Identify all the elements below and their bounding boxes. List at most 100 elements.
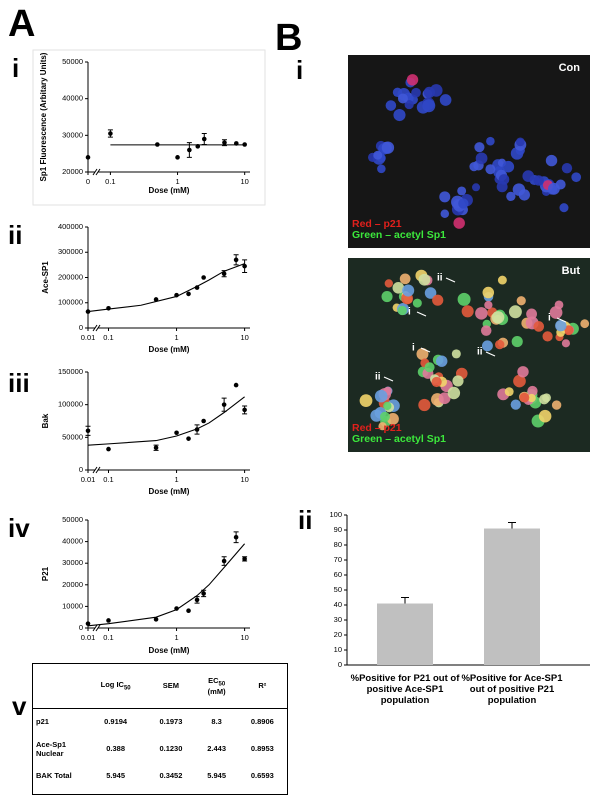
y-axis-label: P21 (41, 566, 50, 581)
cell (457, 292, 471, 306)
table-cell: 0.1230 (159, 744, 183, 753)
data-point (201, 418, 206, 424)
cell (547, 182, 560, 195)
data-point (222, 140, 227, 145)
cell (526, 308, 538, 320)
data-point (221, 558, 227, 564)
y-axis-label: Ace-SP1 (41, 261, 50, 294)
header-text: SEM (162, 681, 180, 691)
micrograph (348, 258, 590, 452)
data-point (201, 275, 206, 280)
table-cell: 0.8953 (250, 744, 274, 753)
arrow-label: ii (375, 372, 381, 383)
cell (431, 376, 442, 388)
panel-label: v (12, 691, 27, 721)
table-row: BAK Total 5.945 0.3452 5.945 0.6593 (33, 762, 287, 789)
cell (397, 93, 408, 104)
category-label: %Positive for P21 out of positive Ace-SP… (350, 673, 460, 706)
data-point (194, 285, 200, 290)
panel-letter: B (275, 17, 302, 59)
data-point (174, 430, 179, 436)
table-cell: 0.9194 (104, 717, 128, 727)
data-point (153, 297, 159, 302)
cell (424, 287, 437, 299)
arrow-label: i (408, 307, 411, 318)
data-point (106, 446, 111, 452)
y-axis-label: Sp1 Fluorescence (Arbitary Units) (39, 52, 48, 181)
y-tick-label: 40 (334, 600, 342, 609)
y-tick-label: 50 (334, 585, 342, 594)
cell (474, 142, 485, 153)
image-title: Con (559, 62, 581, 74)
data-point (187, 147, 192, 153)
cell (412, 298, 422, 308)
results-table: Log IC50 SEM EC50 (mM) R² p21 0.9194 0.1973 8.3… (32, 663, 288, 795)
y-tick-label: 20 (334, 630, 342, 639)
header-text: EC (208, 675, 219, 685)
header-unit: (mM) (207, 687, 226, 696)
cell (518, 189, 531, 201)
panel-label: ii (298, 505, 312, 535)
error-bar (401, 597, 409, 604)
data-point (106, 306, 111, 311)
table-cell: 5.945 (106, 771, 126, 780)
panel-label: i (12, 53, 19, 83)
data-point (106, 618, 111, 623)
cell (399, 273, 411, 285)
y-tick-label: 70 (334, 555, 342, 564)
cell (392, 281, 405, 294)
cell (402, 284, 415, 297)
cell (508, 305, 522, 319)
y-tick-label: 0 (338, 660, 342, 669)
data-point (194, 597, 200, 603)
header-subscript: 50 (218, 681, 226, 687)
data-point (195, 144, 201, 149)
cell (384, 279, 393, 288)
cell (519, 392, 530, 403)
cell (404, 100, 414, 110)
y-tick-label: 50000 (62, 432, 83, 441)
data-point (186, 291, 191, 297)
column-header: EC50 (mM) (196, 664, 238, 708)
arrow (383, 376, 394, 382)
cell (381, 141, 395, 154)
header-subscript: 50 (123, 685, 131, 692)
data-point (155, 142, 160, 147)
cell (373, 150, 383, 160)
x-tick-label: 0.01 (81, 333, 96, 342)
column-header: R² (238, 664, 287, 708)
data-point (221, 402, 227, 407)
table-cell: 5.945 (207, 771, 227, 780)
x-axis-label: Dose (mM) (149, 345, 190, 354)
y-tick-label: 20000 (62, 167, 83, 176)
cell (452, 375, 464, 387)
table-body: p21 0.9194 0.1973 8.3 0.8906 Ace-Sp1 Nuclear 0… (33, 708, 287, 789)
y-tick-label: 80 (334, 540, 342, 549)
cell (527, 393, 536, 403)
x-tick-label: 1 (174, 633, 178, 642)
data-point (242, 142, 247, 147)
cell (495, 339, 505, 350)
y-axis-label: Bak (41, 413, 50, 428)
y-tick-label: 20000 (62, 580, 83, 589)
fit-curve (87, 263, 245, 313)
cell (439, 191, 451, 203)
arrow-label: i (412, 343, 415, 354)
cell (480, 325, 492, 336)
cell (387, 413, 399, 425)
axis-line (95, 168, 101, 176)
cell (436, 355, 448, 367)
data-point (242, 263, 247, 269)
cell (511, 336, 523, 348)
cell (561, 162, 573, 174)
cell (484, 300, 493, 310)
x-tick-label: 0.01 (81, 475, 96, 484)
cell (538, 409, 552, 423)
arrow-label: i (548, 313, 551, 324)
y-tick-label: 100000 (58, 298, 83, 307)
cell (559, 203, 569, 213)
panel-label: i (296, 55, 303, 85)
cell (563, 325, 574, 336)
cell (551, 400, 562, 410)
